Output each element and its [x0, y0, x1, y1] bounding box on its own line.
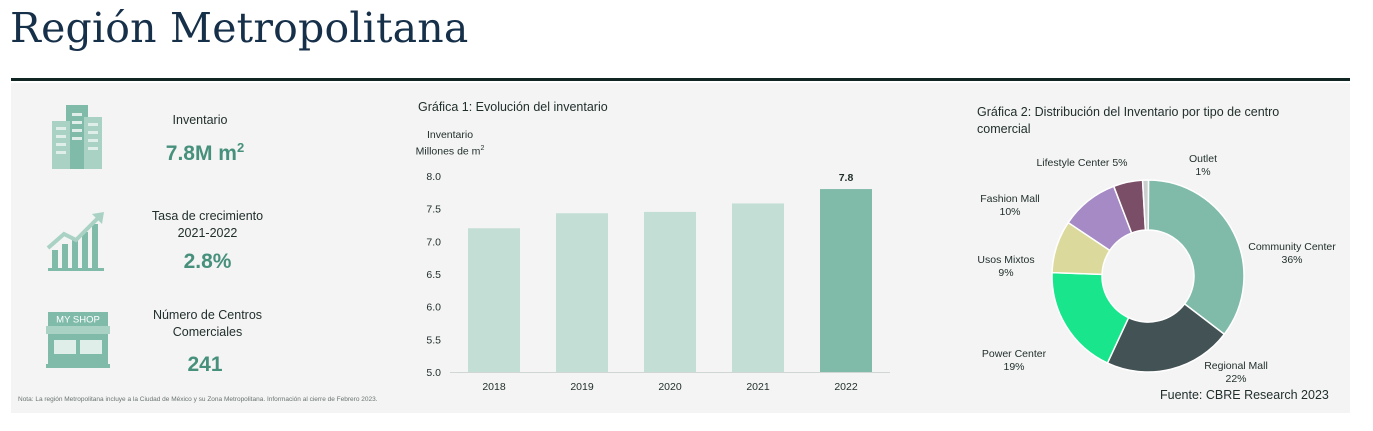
x-tick-label: 2019	[570, 381, 594, 393]
slice-pct-label: 36%	[1281, 254, 1302, 266]
growth-chart-icon	[46, 212, 104, 271]
slice-pct-label: 10%	[999, 206, 1020, 218]
slice-pct-label: 22%	[1225, 373, 1246, 385]
x-tick-label: 2022	[834, 381, 858, 393]
slice-label: Power Center	[982, 348, 1047, 360]
x-tick-label: 2018	[482, 381, 506, 393]
bar-2022	[820, 189, 872, 372]
bar-2021	[732, 203, 784, 372]
bar-2019	[556, 213, 608, 372]
bar-chart-title: Gráfica 1: Evolución del inventario	[418, 100, 608, 114]
slice-label: Regional Mall	[1204, 360, 1268, 372]
slice-label: Usos Mixtos	[977, 254, 1034, 266]
y-tick-label: 7.5	[426, 204, 441, 216]
donut-chart-title: Gráfica 2: Distribución del Inventario p…	[977, 105, 1280, 136]
slice-pct-label: 1%	[1195, 166, 1210, 178]
bar-chart: 8.0 7.5 7.0 6.5 6.0 5.5 5.0 2018 2019 2020 2021 202…	[426, 171, 890, 393]
centers-value: 241	[187, 353, 223, 376]
bar-chart-ylabel: Inventario Millones de m2	[415, 129, 485, 158]
title-divider	[11, 78, 1350, 81]
y-tick-label: 5.0	[426, 367, 441, 379]
slice-pct-label: 19%	[1003, 361, 1024, 373]
growth-value: 2.8%	[183, 250, 232, 273]
bar-2020	[644, 211, 696, 372]
slice-label: Lifestyle Center 5%	[1036, 157, 1127, 169]
slice-label: Fashion Mall	[980, 193, 1040, 205]
centers-label: Número de Centros Comerciales	[152, 308, 263, 339]
y-tick-label: 7.0	[426, 236, 441, 248]
page-title: Región Metropolitana	[10, 4, 469, 52]
x-tick-label: 2021	[746, 381, 770, 393]
buildings-icon	[52, 105, 102, 169]
x-tick-label: 2020	[658, 381, 682, 393]
growth-label: Tasa de crecimiento 2021-2022	[151, 209, 264, 240]
slice-label: Outlet	[1189, 153, 1217, 165]
bar-data-label: 7.8	[839, 172, 854, 184]
shop-icon: MY SHOP	[46, 312, 110, 368]
bar-2018	[468, 228, 520, 372]
slice-label: Community Center	[1248, 241, 1336, 253]
y-tick-label: 6.0	[426, 302, 441, 314]
slice-community-center	[1147, 179, 1245, 336]
slice-outlet	[1141, 179, 1150, 231]
inventory-label: Inventario	[172, 113, 228, 127]
footnote: Nota: La región Metropolitana incluye a …	[18, 396, 378, 403]
y-tick-label: 5.5	[426, 334, 441, 346]
y-tick-label: 8.0	[426, 171, 441, 183]
slice-pct-label: 9%	[998, 267, 1013, 279]
inventory-value: 7.8M m2	[165, 140, 245, 165]
source-text: Fuente: CBRE Research 2023	[1160, 388, 1329, 402]
shop-sign-text: MY SHOP	[56, 315, 100, 326]
y-tick-label: 6.5	[426, 269, 441, 281]
